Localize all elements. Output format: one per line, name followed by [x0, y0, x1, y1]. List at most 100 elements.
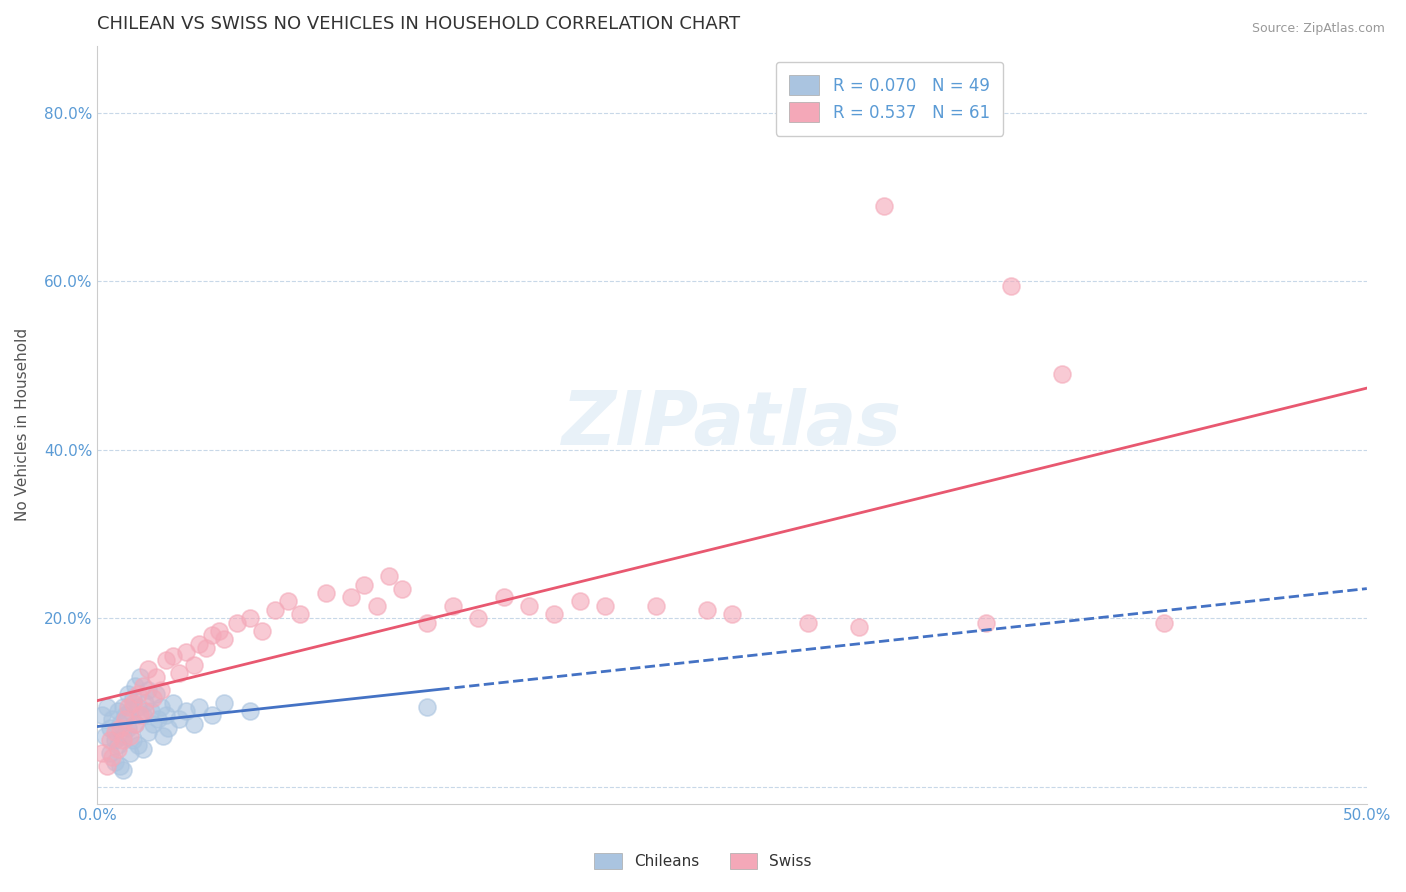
Point — [111, 729, 134, 743]
Point — [145, 687, 167, 701]
Point — [148, 713, 170, 727]
Point — [142, 716, 165, 731]
Point — [96, 699, 118, 714]
Point — [152, 729, 174, 743]
Point — [378, 569, 401, 583]
Point — [124, 716, 146, 731]
Point — [104, 725, 127, 739]
Point — [252, 624, 274, 638]
Point — [91, 746, 114, 760]
Point — [416, 615, 439, 630]
Point — [157, 721, 180, 735]
Point — [366, 599, 388, 613]
Point — [98, 721, 121, 735]
Point — [111, 733, 134, 747]
Point — [517, 599, 540, 613]
Point — [117, 721, 139, 735]
Point — [136, 725, 159, 739]
Point — [127, 687, 149, 701]
Point — [108, 758, 131, 772]
Point — [132, 679, 155, 693]
Point — [149, 699, 172, 714]
Point — [416, 699, 439, 714]
Point — [120, 729, 142, 743]
Point — [239, 611, 262, 625]
Point — [797, 615, 820, 630]
Point — [187, 637, 209, 651]
Point — [136, 662, 159, 676]
Point — [108, 721, 131, 735]
Point — [212, 632, 235, 647]
Point — [104, 733, 127, 747]
Point — [98, 733, 121, 747]
Point — [111, 699, 134, 714]
Point — [568, 594, 591, 608]
Point — [98, 746, 121, 760]
Point — [101, 713, 124, 727]
Point — [145, 670, 167, 684]
Point — [208, 624, 231, 638]
Point — [974, 615, 997, 630]
Point — [441, 599, 464, 613]
Legend: R = 0.070   N = 49, R = 0.537   N = 61: R = 0.070 N = 49, R = 0.537 N = 61 — [776, 62, 1002, 136]
Point — [183, 657, 205, 672]
Point — [167, 713, 190, 727]
Point — [149, 682, 172, 697]
Point — [117, 699, 139, 714]
Point — [104, 755, 127, 769]
Point — [593, 599, 616, 613]
Point — [195, 640, 218, 655]
Point — [96, 758, 118, 772]
Point — [1000, 278, 1022, 293]
Point — [315, 586, 337, 600]
Point — [200, 708, 222, 723]
Point — [167, 666, 190, 681]
Point — [91, 708, 114, 723]
Point — [124, 716, 146, 731]
Point — [721, 607, 744, 621]
Point — [129, 670, 152, 684]
Point — [239, 704, 262, 718]
Point — [492, 591, 515, 605]
Point — [127, 738, 149, 752]
Point — [873, 199, 896, 213]
Point — [155, 653, 177, 667]
Point — [114, 713, 136, 727]
Point — [200, 628, 222, 642]
Point — [353, 577, 375, 591]
Point — [183, 716, 205, 731]
Point — [155, 708, 177, 723]
Point — [132, 708, 155, 723]
Point — [162, 649, 184, 664]
Point — [391, 582, 413, 596]
Point — [696, 603, 718, 617]
Point — [264, 603, 287, 617]
Point — [129, 708, 152, 723]
Point — [121, 696, 143, 710]
Point — [1050, 367, 1073, 381]
Point — [117, 687, 139, 701]
Point — [290, 607, 312, 621]
Point — [644, 599, 666, 613]
Point — [121, 691, 143, 706]
Point — [467, 611, 489, 625]
Point — [1153, 615, 1175, 630]
Point — [139, 704, 162, 718]
Text: CHILEAN VS SWISS NO VEHICLES IN HOUSEHOLD CORRELATION CHART: CHILEAN VS SWISS NO VEHICLES IN HOUSEHOL… — [97, 15, 741, 33]
Point — [107, 742, 129, 756]
Point — [187, 699, 209, 714]
Point — [120, 704, 142, 718]
Point — [134, 696, 156, 710]
Point — [114, 708, 136, 723]
Text: ZIPatlas: ZIPatlas — [562, 388, 903, 461]
Point — [142, 691, 165, 706]
Point — [101, 750, 124, 764]
Point — [136, 682, 159, 697]
Text: Source: ZipAtlas.com: Source: ZipAtlas.com — [1251, 22, 1385, 36]
Point — [134, 704, 156, 718]
Point — [277, 594, 299, 608]
Point — [212, 696, 235, 710]
Point — [174, 704, 197, 718]
Legend: Chileans, Swiss: Chileans, Swiss — [588, 847, 818, 875]
Point — [848, 620, 870, 634]
